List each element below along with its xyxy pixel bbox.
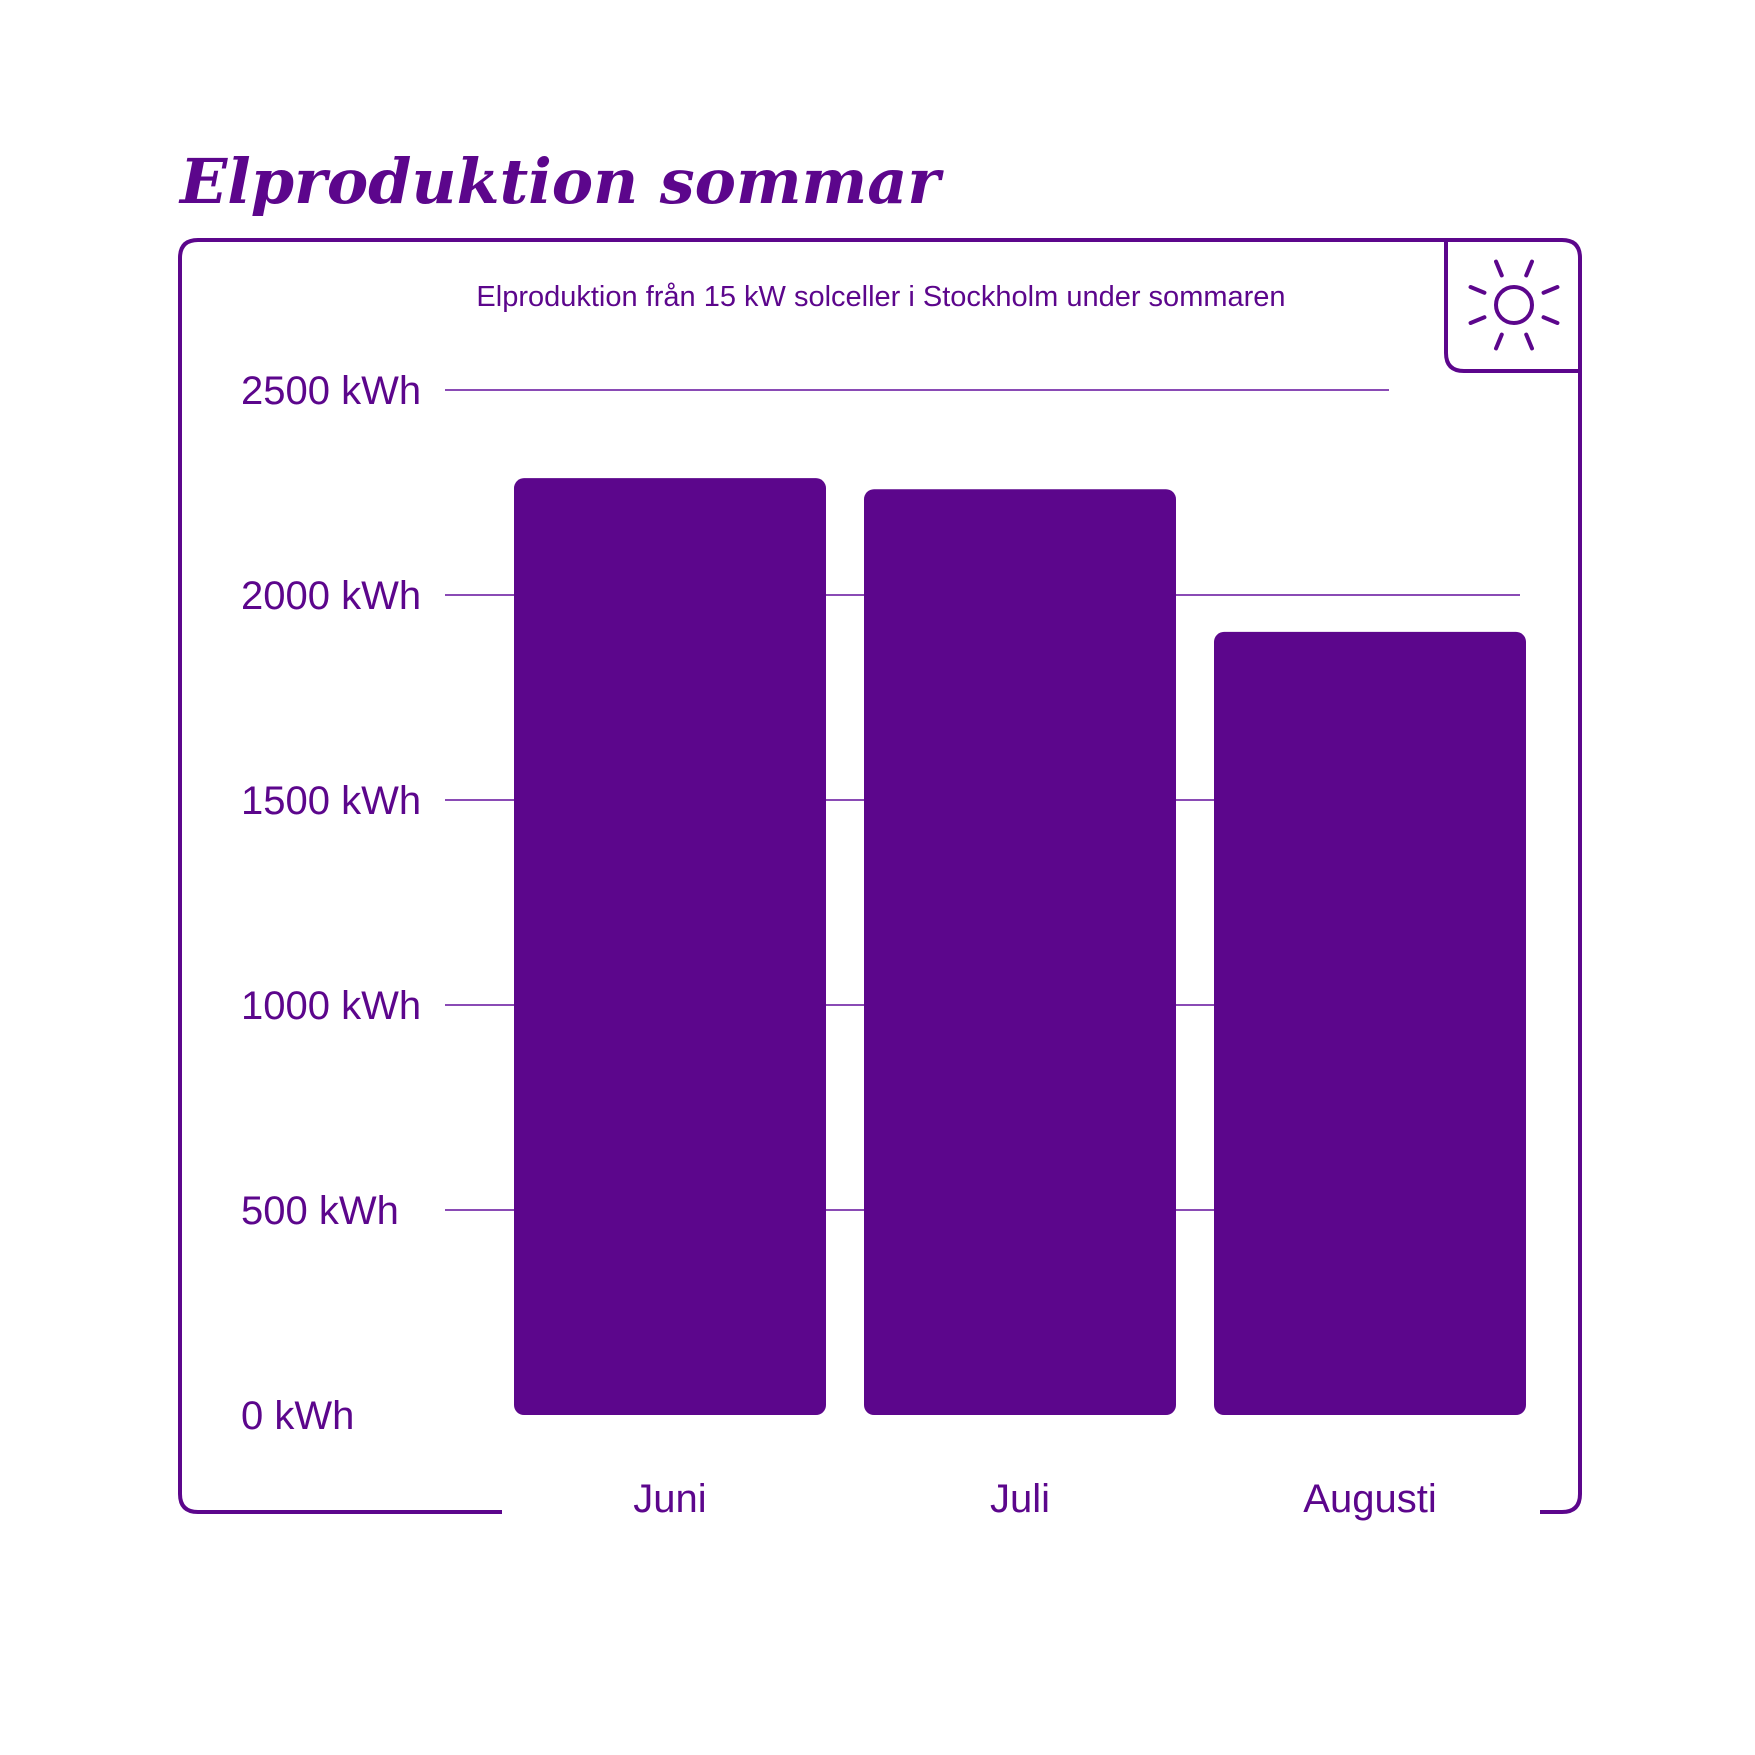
bar-juli [864, 489, 1176, 1416]
chart-title: Elproduktion från 15 kW solceller i Stoc… [476, 281, 1285, 313]
x-axis-ticks: Juni Juli Augusti [633, 1477, 1436, 1521]
y-axis-ticks: 0 kWh 500 kWh 1000 kWh 1500 kWh 2000 kWh 2500… [241, 369, 421, 1438]
sun-icon [1444, 240, 1580, 373]
y-tick-label: 1500 kWh [241, 779, 421, 823]
y-tick-label: 2500 kWh [241, 369, 421, 413]
y-tick-label: 0 kWh [241, 1394, 354, 1438]
x-tick-label: Juni [633, 1477, 706, 1521]
chart-frame [178, 238, 1582, 1514]
y-tick-label: 500 kWh [241, 1189, 399, 1233]
bars [514, 478, 1526, 1416]
bar-juni [514, 478, 826, 1415]
bar-augusti [1214, 631, 1526, 1415]
x-tick-label: Augusti [1303, 1477, 1436, 1521]
y-tick-label: 2000 kWh [241, 574, 421, 618]
page-title: Elproduktion sommar [178, 145, 944, 218]
x-tick-label: Juli [990, 1477, 1050, 1521]
y-tick-label: 1000 kWh [241, 984, 421, 1028]
